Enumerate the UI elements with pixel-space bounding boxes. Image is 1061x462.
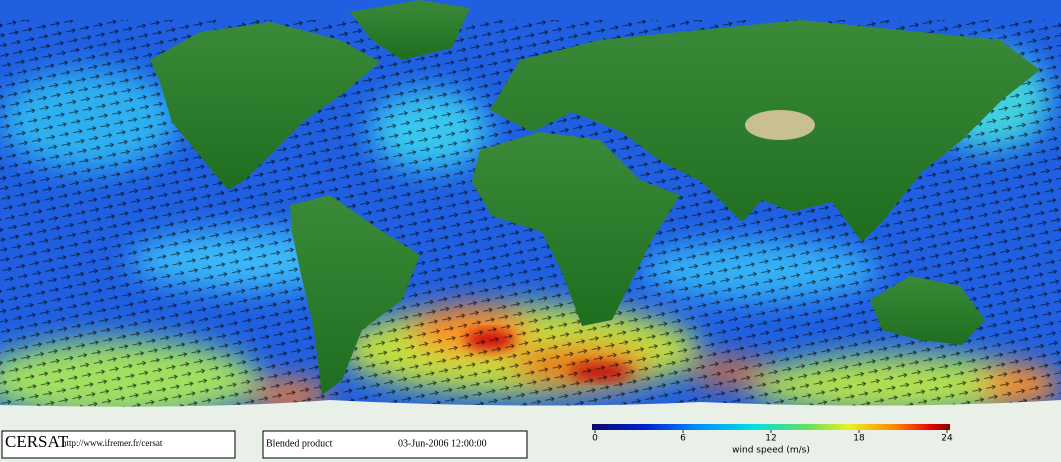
timestamp: 03-Jun-2006 12:00:00 [398,438,487,449]
south-america [290,195,420,395]
url: http://www.ifremer.fr/cersat [62,438,163,448]
north-america [150,22,380,190]
colorbar-label: wind speed (m/s) [732,446,810,456]
colorbar-tick-label: 0 [592,434,598,444]
africa [472,132,680,326]
colorbar-tick-label: 12 [765,434,776,444]
logo: CERSAT [5,432,69,451]
colorbar-tick-label: 18 [853,434,865,444]
australia [870,276,985,345]
greenland [350,0,470,60]
colorbar-tick-label: 24 [941,434,953,444]
tibet [745,110,815,140]
footer: CERSAT http://www.ifremer.fr/cersat Blen… [1,430,528,459]
info-box [262,430,528,459]
logo-box [1,430,236,459]
product: Blended product [266,438,333,449]
colorbar-ramp [592,424,950,430]
colorbar-tick-label: 6 [680,434,686,444]
colorbar: wind speed (m/s) 0 6 12 18 24 [592,424,953,456]
